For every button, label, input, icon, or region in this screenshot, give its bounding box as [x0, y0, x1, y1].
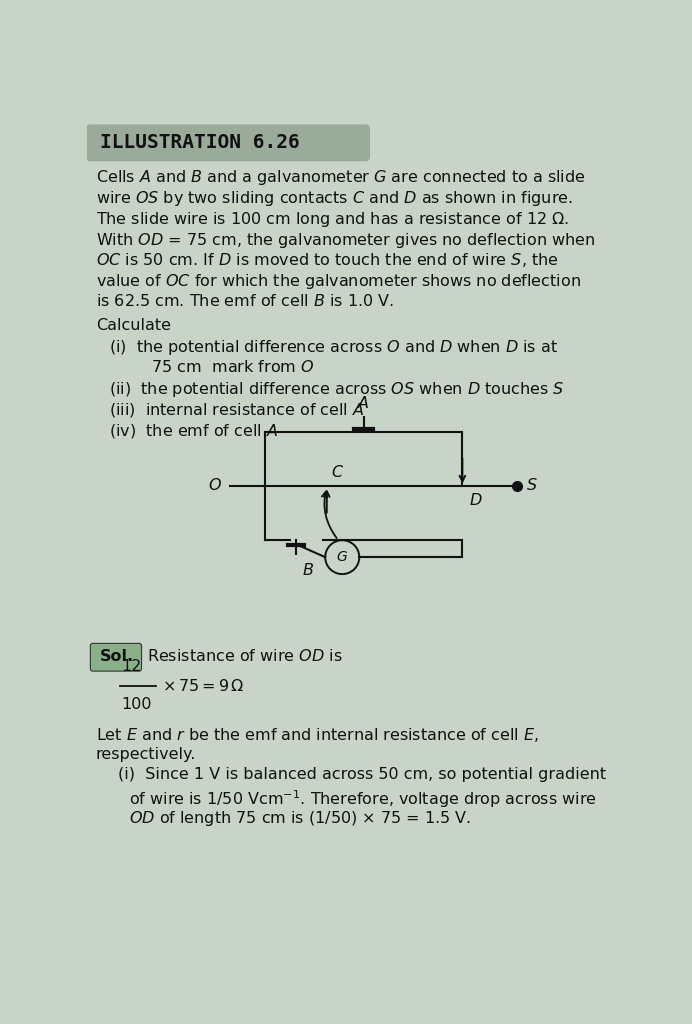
Text: $C$: $C$	[331, 464, 344, 480]
Text: $O$: $O$	[208, 477, 222, 493]
Text: respectively.: respectively.	[95, 746, 196, 762]
Text: The slide wire is 100 cm long and has a resistance of 12 $\Omega$.: The slide wire is 100 cm long and has a …	[95, 210, 569, 229]
Text: of wire is 1/50 Vcm$^{-1}$. Therefore, voltage drop across wire: of wire is 1/50 Vcm$^{-1}$. Therefore, v…	[129, 788, 597, 810]
Text: Resistance of wire $OD$ is: Resistance of wire $OD$ is	[147, 648, 343, 665]
Text: is 62.5 cm. The emf of cell $B$ is 1.0 V.: is 62.5 cm. The emf of cell $B$ is 1.0 V…	[95, 293, 394, 309]
Text: Let $E$ and $r$ be the emf and internal resistance of cell $E$,: Let $E$ and $r$ be the emf and internal …	[95, 726, 538, 743]
Text: (iii)  internal resistance of cell $A$: (iii) internal resistance of cell $A$	[104, 400, 364, 419]
Text: With $OD$ = 75 cm, the galvanometer gives no deflection when: With $OD$ = 75 cm, the galvanometer give…	[95, 230, 595, 250]
FancyBboxPatch shape	[91, 643, 142, 671]
Text: $A$: $A$	[357, 395, 370, 411]
Text: Cells $A$ and $B$ and a galvanometer $G$ are connected to a slide: Cells $A$ and $B$ and a galvanometer $G$…	[95, 168, 585, 187]
Text: $G$: $G$	[336, 550, 348, 564]
Text: value of $OC$ for which the galvanometer shows no deflection: value of $OC$ for which the galvanometer…	[95, 272, 581, 291]
Text: $D$: $D$	[468, 493, 482, 509]
Text: $OD$ of length 75 cm is (1/50) $\times$ 75 = 1.5 V.: $OD$ of length 75 cm is (1/50) $\times$ …	[129, 809, 471, 828]
Text: $S$: $S$	[526, 477, 538, 493]
Text: 75 cm  mark from $O$: 75 cm mark from $O$	[121, 359, 315, 375]
Text: (iv)  the emf of cell $A$: (iv) the emf of cell $A$	[104, 422, 277, 439]
Text: $B$: $B$	[302, 562, 314, 578]
FancyArrowPatch shape	[322, 492, 337, 538]
Text: 100: 100	[121, 697, 152, 713]
FancyBboxPatch shape	[86, 125, 370, 161]
Text: $OC$ is 50 cm. If $D$ is moved to touch the end of wire $S$, the: $OC$ is 50 cm. If $D$ is moved to touch …	[95, 252, 558, 269]
Text: Sol.: Sol.	[100, 649, 134, 664]
Text: (i)  Since 1 V is balanced across 50 cm, so potential gradient: (i) Since 1 V is balanced across 50 cm, …	[118, 767, 606, 782]
Text: (i)  the potential difference across $O$ and $D$ when $D$ is at: (i) the potential difference across $O$ …	[104, 339, 558, 357]
Text: 12: 12	[121, 659, 142, 674]
Text: ILLUSTRATION 6.26: ILLUSTRATION 6.26	[100, 133, 300, 153]
Text: Calculate: Calculate	[95, 317, 171, 333]
Text: (ii)  the potential difference across $OS$ when $D$ touches $S$: (ii) the potential difference across $OS…	[104, 380, 564, 399]
Text: wire $OS$ by two sliding contacts $C$ and $D$ as shown in figure.: wire $OS$ by two sliding contacts $C$ an…	[95, 189, 572, 208]
Text: $\times\,75 = 9\,\Omega$: $\times\,75 = 9\,\Omega$	[162, 678, 244, 693]
